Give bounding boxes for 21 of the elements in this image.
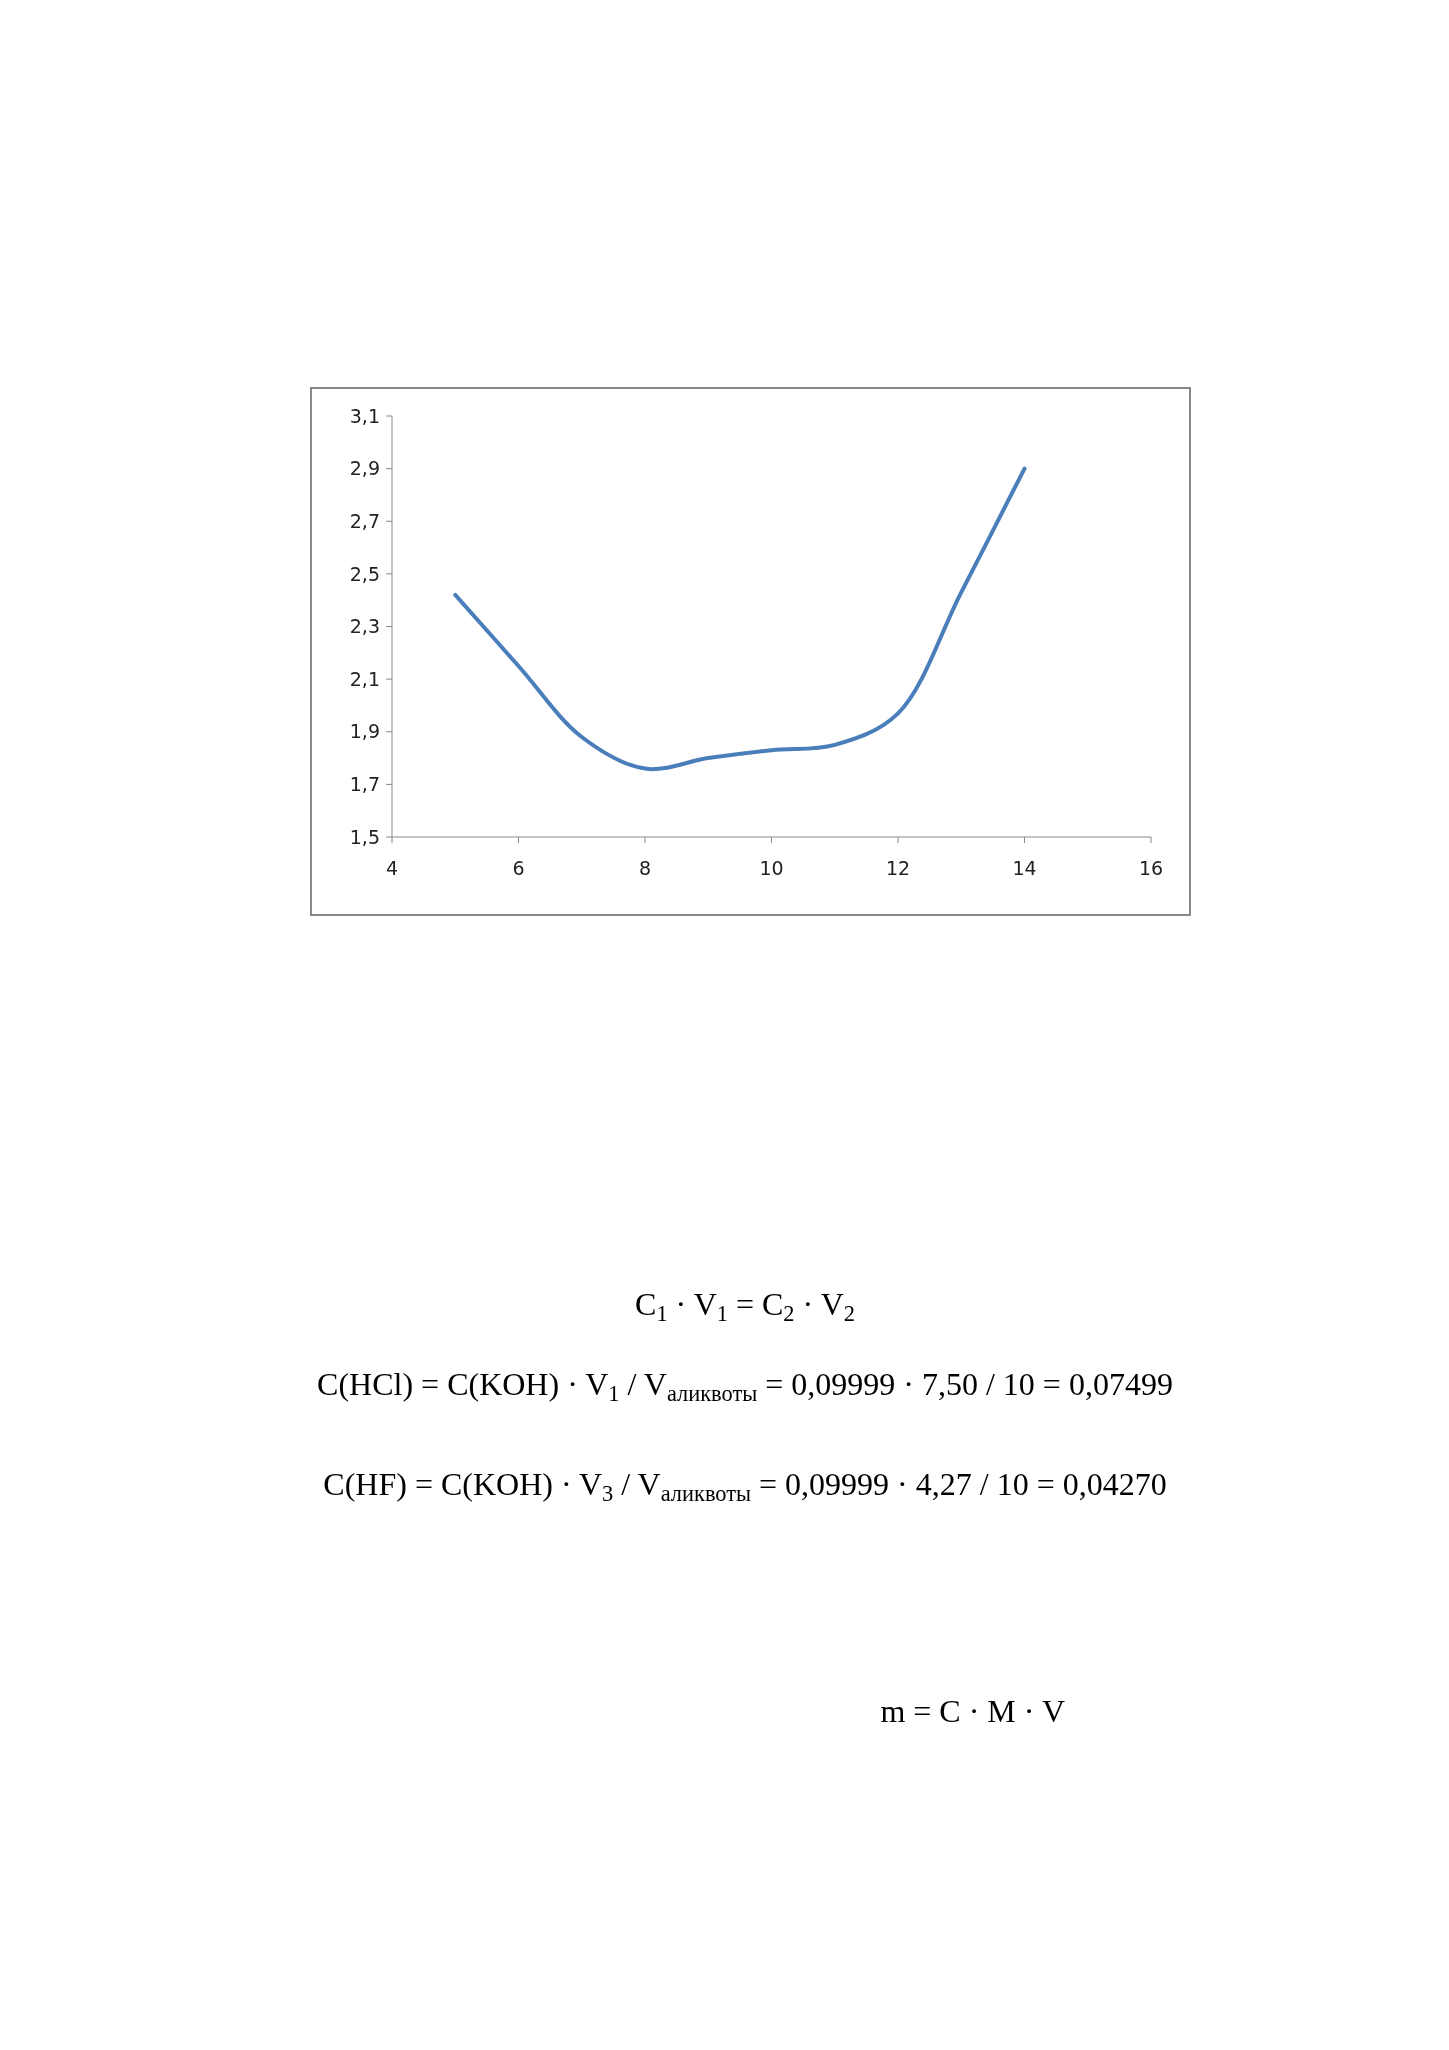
y-tick-label: 2,5 [349,562,380,585]
x-tick-label: 4 [385,857,399,879]
y-tick-label: 3,1 [349,404,380,427]
text: m = C · M · V [880,1693,1065,1729]
x-tick-label: 6 [512,857,525,879]
text: C(HF) = C(KOH) · V$_{3}$ / V$_{аликвоты}$ = 0,09999 · 4,27 / 10 = 0,04270 [323,1466,1167,1506]
y-tick-label: 2,7 [349,509,380,532]
text: C$_{1}$ · V$_{1}$ = C$_{2}$ · V$_{2}$ [635,1286,855,1326]
x-tick-label: 16 [1138,857,1164,879]
y-tick-label: 2,1 [349,667,380,690]
x-tick-label: 8 [638,857,652,879]
x-tick-label: 14 [1012,857,1037,879]
y-tick-label: 1,7 [349,773,380,796]
x-tick-label: 12 [885,857,911,879]
line-series [453,466,1027,772]
y-tick-label: 2,3 [349,615,380,638]
text: C(HCl) = C(KOH) · V$_{1}$ / V$_{аликвоты}$ = 0,09999 · 7,50 / 10 = 0,07499 [317,1366,1173,1406]
y-tick-label: 2,9 [349,457,380,480]
y-tick-label: 1,9 [349,720,380,743]
x-tick-label: 10 [759,857,784,879]
y-tick-label: 1,5 [349,825,380,848]
